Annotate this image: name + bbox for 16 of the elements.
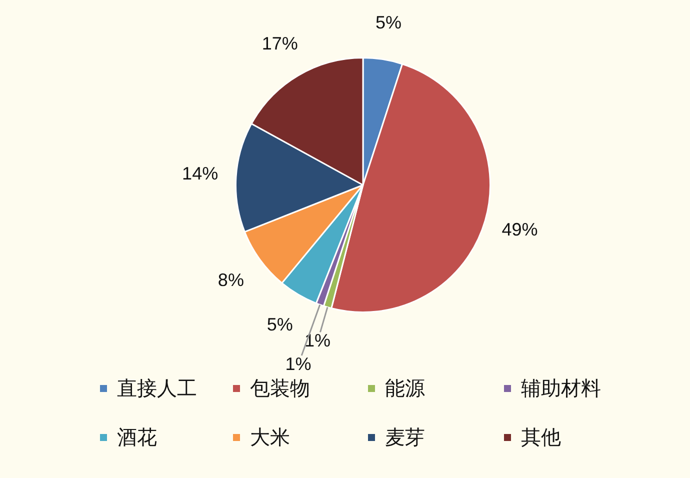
data-label: 1%: [304, 330, 330, 351]
data-label: 5%: [266, 314, 293, 334]
data-label: 14%: [182, 164, 218, 184]
data-label: 1%: [285, 354, 312, 374]
data-label: 5%: [376, 12, 402, 33]
legend-label: 酒花: [117, 424, 157, 451]
legend-label: 能源: [385, 375, 425, 402]
legend-label: 直接人工: [117, 375, 197, 402]
legend-label: 辅助材料: [521, 375, 601, 402]
data-label: 8%: [218, 270, 244, 290]
legend-label: 包装物: [250, 375, 310, 402]
data-label: 49%: [502, 220, 538, 240]
legend-label: 麦芽: [385, 424, 425, 451]
legend-label: 其他: [521, 424, 561, 451]
data-label: 17%: [262, 33, 298, 54]
legend-label: 大米: [250, 424, 290, 451]
